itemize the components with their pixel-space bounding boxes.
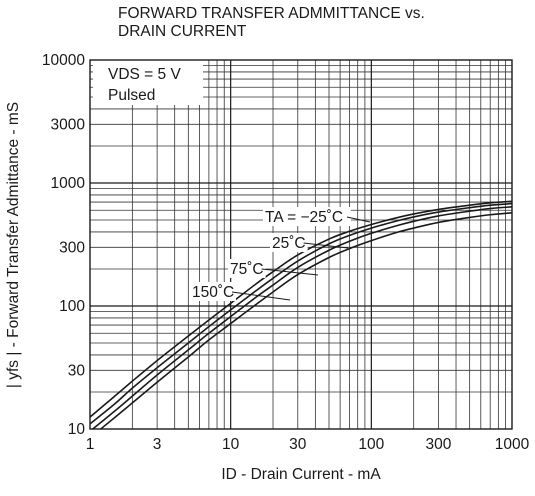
x-tick-label: 1: [86, 436, 95, 453]
y-tick-label: 10000: [42, 52, 85, 69]
x-tick-label: 300: [426, 436, 452, 453]
y-tick-label: 300: [59, 239, 85, 256]
series-line-3: [99, 212, 512, 429]
plot-frame: [89, 59, 513, 430]
chart-title-line-2: DRAIN CURRENT: [118, 23, 247, 40]
y-tick-label: 1000: [51, 175, 86, 192]
y-tick-label: 3000: [51, 116, 86, 133]
series-group: [90, 200, 512, 429]
series-label-3: 150˚C: [192, 284, 234, 301]
conditions-box: [93, 60, 203, 105]
series-leader-line: [261, 268, 319, 276]
chart-title-line-1: FORWARD TRANSFER ADMMITTANCE vs.: [118, 5, 425, 22]
condition-pulsed: Pulsed: [108, 87, 155, 104]
series-label-2: 75˚C: [230, 261, 264, 278]
x-tick-label: 30: [289, 436, 307, 453]
series-labels: TA = −25˚C 25˚C 75˚C 150˚C: [190, 207, 371, 301]
series-leader-line: [303, 242, 349, 249]
y-tick-label: 30: [68, 362, 86, 379]
condition-vds: VDS = 5 V: [108, 66, 181, 83]
y-tick-label: 10: [68, 421, 86, 438]
series-label-0: TA = −25˚C: [265, 209, 343, 226]
series-label-bg: [228, 259, 266, 278]
series-leader-line: [346, 216, 371, 223]
x-tick-label: 1000: [495, 436, 530, 453]
series-label-bg: [190, 282, 236, 301]
x-tick-label: 100: [358, 436, 384, 453]
series-label-bg: [263, 207, 351, 226]
y-axis-label: | yfs | - Forward Transfer Admittance - …: [5, 102, 22, 388]
series-line-2: [91, 206, 512, 429]
series-line-0: [90, 200, 512, 418]
y-tick-labels: 10 30 100 300 1000 3000 10000: [42, 52, 85, 438]
y-tick-label: 100: [59, 298, 85, 315]
series-line-1: [90, 202, 512, 425]
series-leader-line: [231, 291, 291, 301]
x-axis-label: ID - Drain Current - mA: [221, 466, 381, 483]
x-tick-label: 10: [222, 436, 240, 453]
series-label-bg: [270, 233, 308, 252]
series-label-1: 25˚C: [272, 235, 306, 252]
x-tick-label: 3: [153, 436, 162, 453]
x-tick-labels: 1 3 10 30 100 300 1000: [86, 436, 530, 453]
